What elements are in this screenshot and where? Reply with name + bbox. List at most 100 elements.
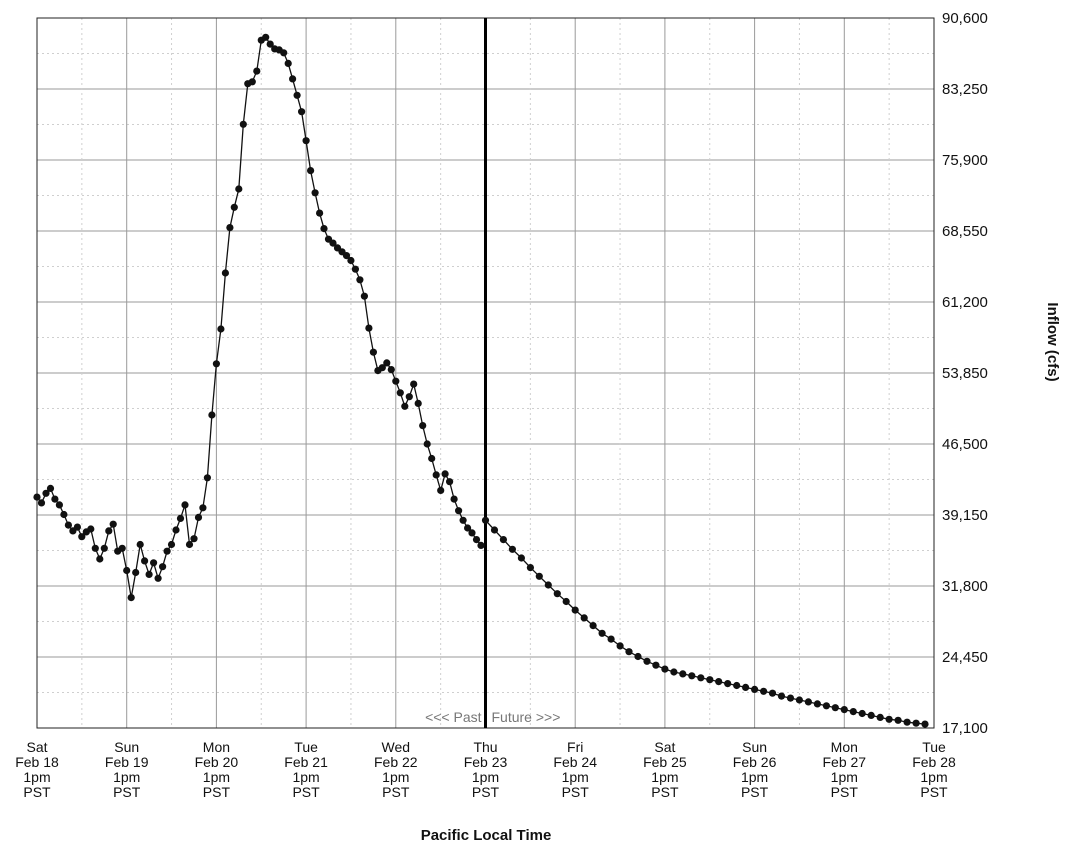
data-point: [141, 557, 149, 565]
data-point: [365, 324, 373, 332]
data-point: [428, 454, 436, 463]
x-tick-date: Feb 18: [15, 754, 59, 770]
data-point: [876, 713, 884, 722]
data-point: [329, 239, 337, 247]
x-tick-time: 1pm: [651, 769, 678, 785]
data-point: [562, 597, 570, 606]
data-point: [100, 544, 108, 552]
data-point: [697, 674, 705, 682]
x-tick-day: Mon: [831, 739, 858, 755]
data-point: [795, 696, 804, 704]
data-point: [239, 120, 247, 128]
data-point: [132, 568, 140, 577]
data-point: [167, 540, 176, 549]
data-point: [894, 716, 902, 724]
data-point: [625, 648, 633, 656]
data-point: [55, 501, 64, 509]
x-tick-date: Feb 20: [195, 754, 239, 770]
y-tick-label: 17,100: [942, 720, 988, 737]
data-point: [87, 525, 95, 533]
data-point: [742, 683, 750, 692]
data-point: [441, 470, 449, 478]
x-tick-date: Feb 23: [464, 754, 508, 770]
data-point: [661, 665, 669, 673]
data-point: [481, 516, 490, 524]
data-point: [517, 554, 526, 562]
y-tick-label: 46,500: [942, 436, 988, 453]
y-tick-label: 39,150: [942, 507, 988, 524]
x-tick-day: Sat: [654, 739, 675, 755]
data-point: [777, 692, 786, 700]
data-point: [311, 189, 319, 197]
y-axis-ticks: 90,600 83,250 75,900 68,550 61,200 53,850 46,5…: [942, 10, 988, 737]
x-tick-day: Sat: [26, 739, 47, 755]
data-point: [203, 474, 211, 482]
data-point: [123, 566, 131, 575]
data-point: [217, 325, 225, 333]
data-point: [284, 59, 292, 67]
x-tick-tz: PST: [472, 784, 500, 800]
data-point: [91, 544, 99, 552]
data-point: [46, 484, 55, 492]
data-point: [831, 704, 839, 712]
data-point: [477, 541, 485, 550]
data-point: [459, 516, 467, 524]
x-tick-time: 1pm: [741, 769, 768, 785]
data-point: [176, 514, 185, 523]
data-point: [316, 209, 324, 217]
data-point: [490, 526, 499, 534]
data-point: [280, 49, 288, 57]
data-point: [136, 540, 144, 549]
x-tick-time: 1pm: [562, 769, 589, 785]
past-label: <<< Past: [425, 709, 482, 725]
x-tick-date: Feb 19: [105, 754, 149, 770]
data-point: [302, 137, 310, 145]
x-tick-date: Feb 28: [912, 754, 956, 770]
data-point: [760, 687, 768, 695]
data-point: [221, 269, 229, 277]
data-point: [446, 478, 454, 486]
data-point: [163, 547, 171, 555]
y-tick-label: 31,800: [942, 578, 988, 595]
data-point: [885, 715, 893, 723]
data-point: [159, 563, 167, 571]
data-point: [580, 614, 588, 622]
data-point: [589, 622, 597, 630]
data-point: [679, 670, 687, 678]
data-point: [96, 555, 104, 563]
data-point: [383, 359, 391, 367]
x-tick-tz: PST: [741, 784, 769, 800]
data-point: [751, 685, 759, 694]
data-point: [172, 526, 180, 534]
data-point: [822, 702, 831, 710]
data-point: [405, 393, 413, 401]
data-point: [127, 594, 135, 602]
data-point: [42, 489, 50, 497]
data-point: [437, 486, 445, 494]
data-point: [342, 252, 351, 260]
data-point: [289, 75, 297, 83]
data-point: [526, 564, 535, 572]
x-tick-time: 1pm: [382, 769, 409, 785]
y-tick-label: 61,200: [942, 294, 988, 311]
data-point: [105, 527, 113, 535]
y-tick-label: 90,600: [942, 10, 988, 27]
data-point: [921, 720, 929, 728]
data-point: [320, 225, 328, 233]
x-tick-time: 1pm: [203, 769, 230, 785]
data-point: [194, 513, 203, 522]
data-point: [813, 700, 822, 708]
data-point: [369, 348, 377, 356]
data-point: [298, 108, 306, 116]
data-point: [670, 668, 678, 676]
x-tick-day: Sun: [742, 739, 767, 755]
x-tick-date: Feb 25: [643, 754, 687, 770]
data-point: [733, 681, 741, 690]
data-point: [392, 377, 400, 385]
data-point: [190, 535, 198, 543]
data-point: [401, 402, 409, 410]
data-point: [571, 606, 579, 614]
data-point: [262, 33, 270, 41]
x-tick-time: 1pm: [472, 769, 499, 785]
